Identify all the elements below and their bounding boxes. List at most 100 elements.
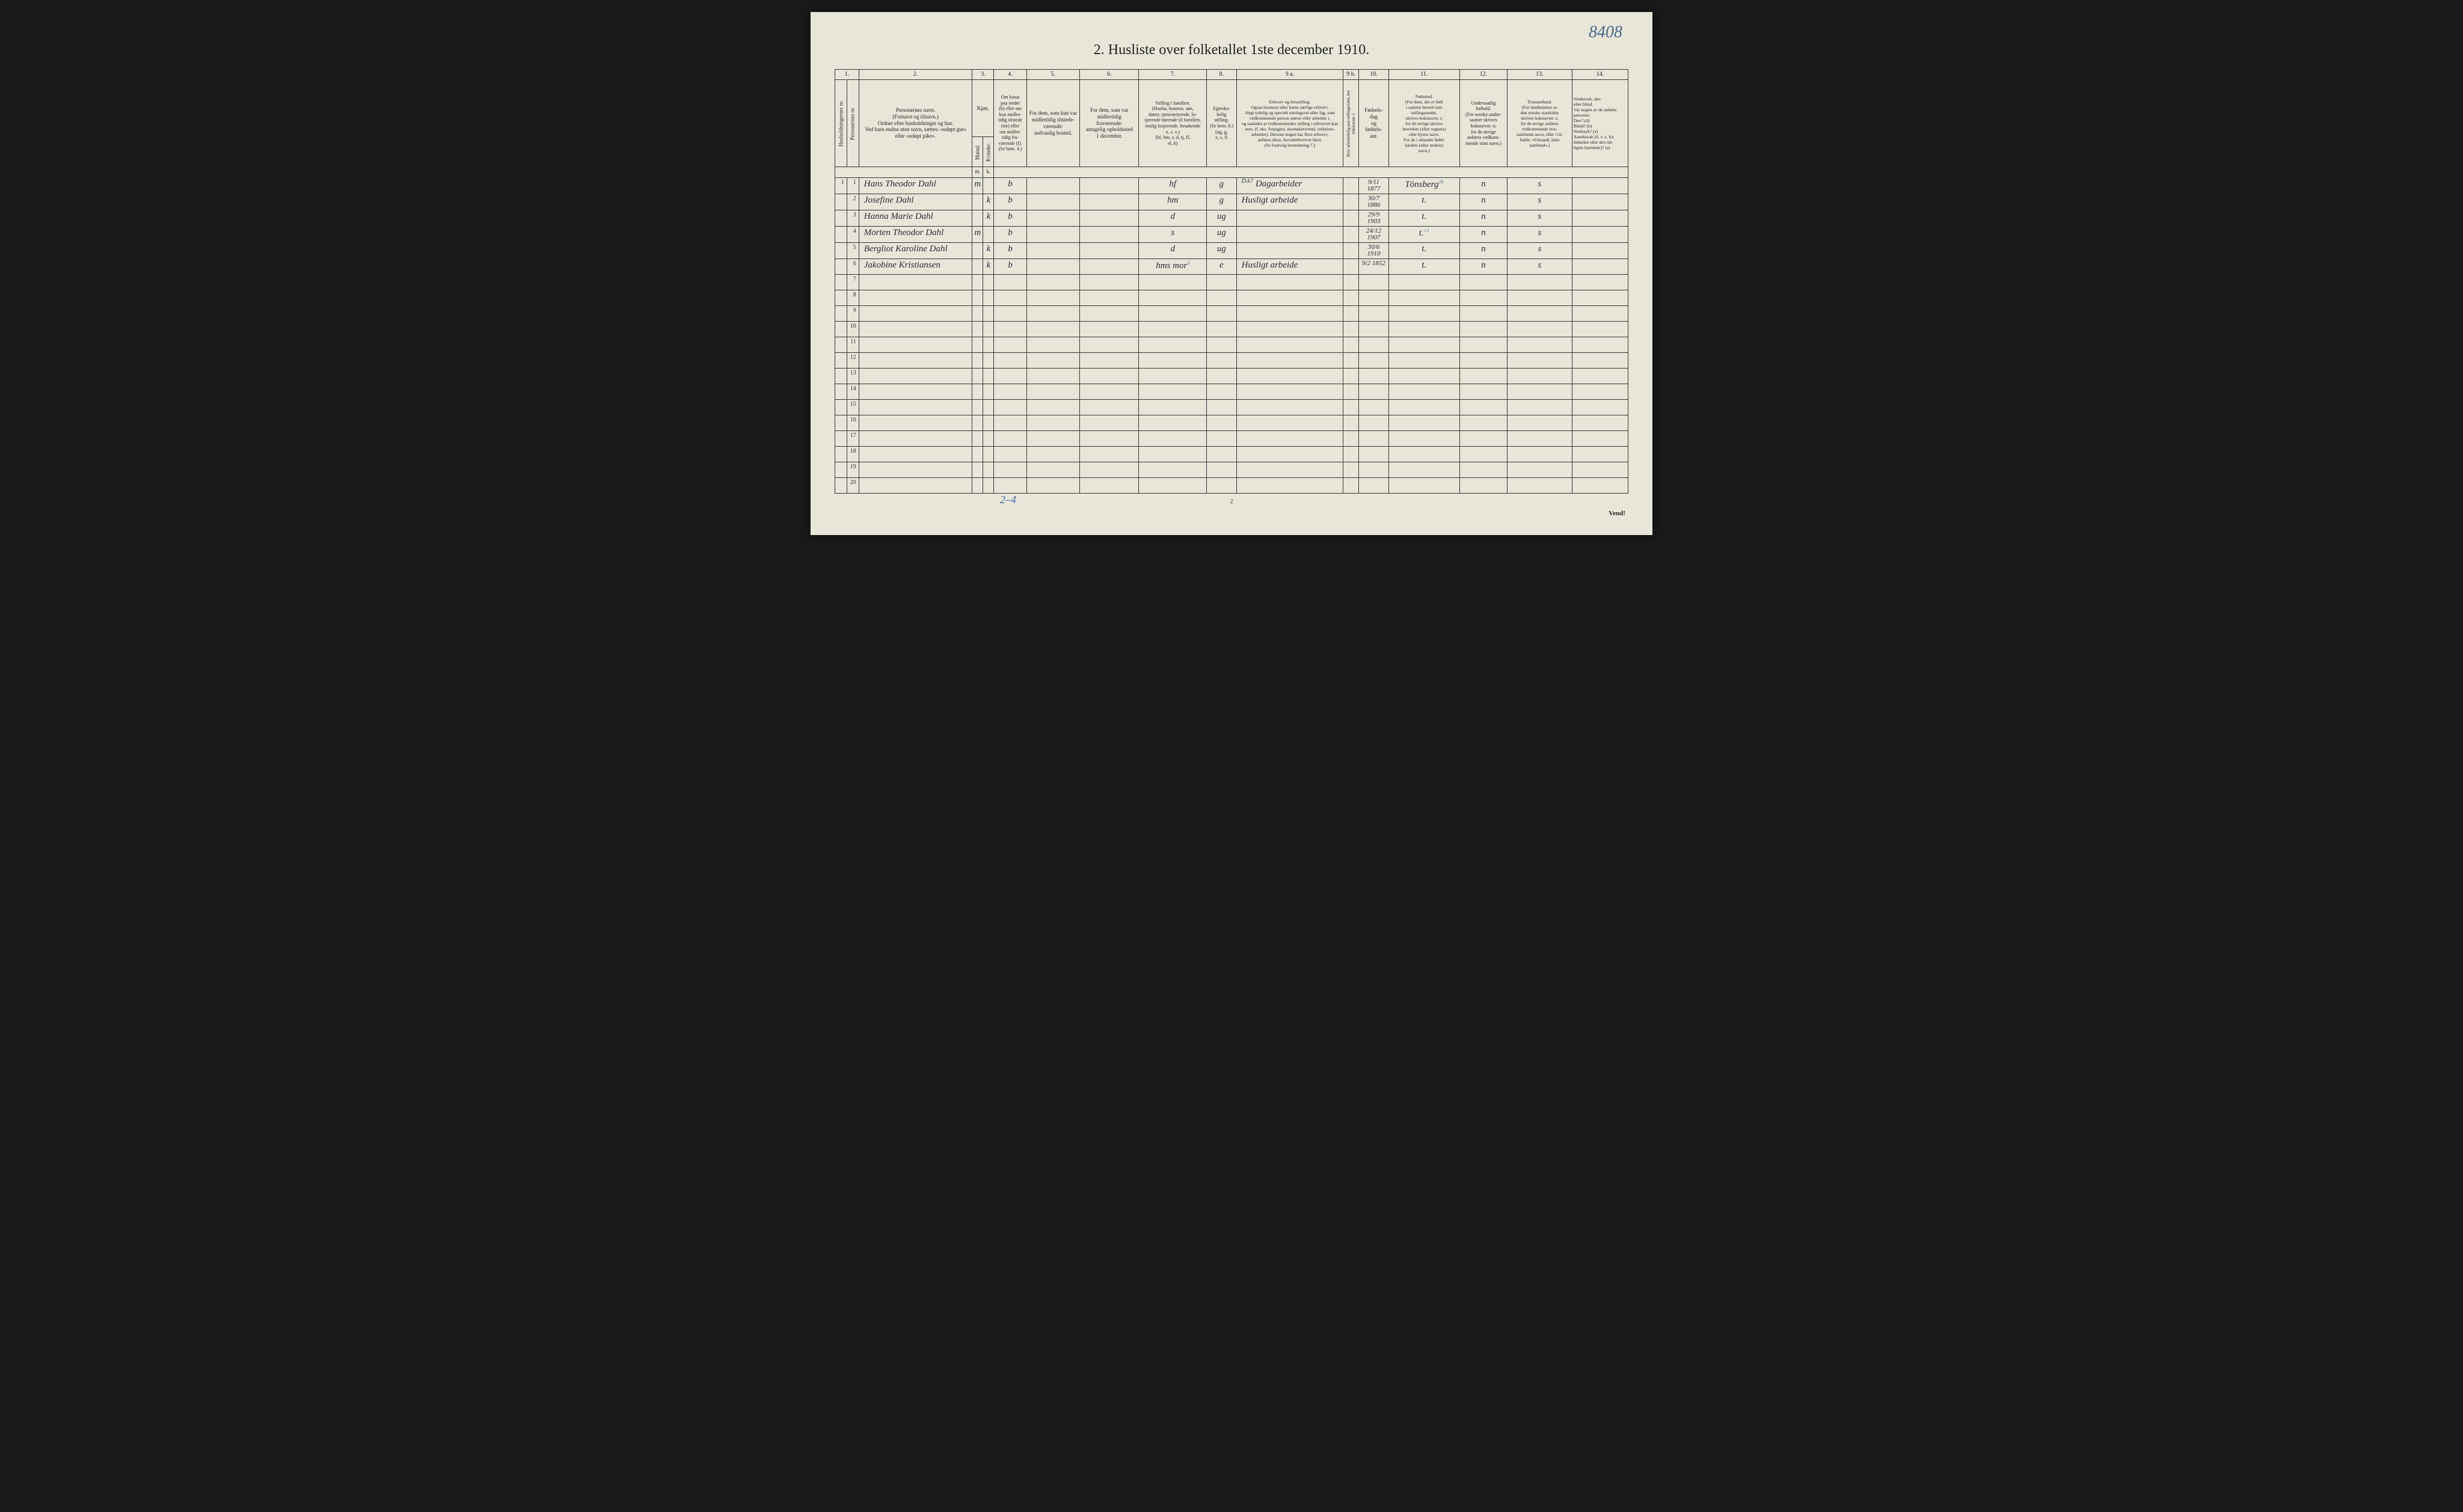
table-row: 11 [835,337,1628,353]
cell-family-pos [1139,431,1207,447]
cell-female [983,337,994,353]
cell-dob [1359,306,1389,322]
cell-unemployed [1343,275,1359,290]
cell-disability [1572,400,1628,415]
cell-temp-absent [1080,431,1139,447]
cell-dob: 9/2 1852 [1359,259,1389,275]
cell-religion: s [1507,210,1572,227]
table-row: 7 [835,275,1628,290]
cell-occupation [1236,353,1343,369]
cell-temp-absent [1080,400,1139,415]
cell-temp-present [1026,415,1079,431]
header-temp-absent: For dem, som var midlertidig fraværende:… [1080,80,1139,167]
cell-unemployed [1343,415,1359,431]
cell-unemployed [1343,306,1359,322]
cell-religion [1507,384,1572,400]
cell-family-pos [1139,290,1207,306]
cell-family-pos: s [1139,227,1207,243]
cell-person-nr: 20 [847,478,859,494]
cell-disability [1572,415,1628,431]
cell-household [835,337,847,353]
cell-marital: ug [1207,243,1236,259]
cell-nationality: n [1460,178,1508,194]
cell-disability [1572,243,1628,259]
header-unemployed: Hvis arbeidsledig paa tællingstiden, her… [1343,80,1359,167]
colnum-9a: 9 a. [1236,70,1343,80]
cell-birthplace [1388,337,1459,353]
cell-marital: e [1207,259,1236,275]
cell-birthplace [1388,384,1459,400]
cell-female [983,478,994,494]
cell-dob [1359,415,1389,431]
cell-disability [1572,194,1628,210]
header-row: Husholdningernes nr. Personernes nr. Per… [835,80,1628,137]
cell-birthplace [1388,306,1459,322]
cell-person-nr: 1 [847,178,859,194]
cell-family-pos [1139,400,1207,415]
cell-name [859,275,972,290]
cell-disability [1572,227,1628,243]
cell-marital: g [1207,194,1236,210]
cell-marital: g [1207,178,1236,194]
cell-birthplace [1388,447,1459,462]
colnum-8: 8. [1207,70,1236,80]
cell-person-nr: 6 [847,259,859,275]
cell-temp-absent [1080,275,1139,290]
cell-religion [1507,462,1572,478]
cell-person-nr: 14 [847,384,859,400]
cell-temp-absent [1080,194,1139,210]
cell-occupation [1236,478,1343,494]
cell-family-pos [1139,306,1207,322]
header-disability: Sindssvak, døv eller blind. Var nogen av… [1572,80,1628,167]
colnum-2: 2. [859,70,972,80]
cell-dob [1359,447,1389,462]
cell-unemployed [1343,290,1359,306]
cell-person-nr: 12 [847,353,859,369]
cell-family-pos [1139,415,1207,431]
cell-religion [1507,275,1572,290]
cell-disability [1572,369,1628,384]
cell-temp-present [1026,290,1079,306]
cell-marital [1207,447,1236,462]
table-row: 16 [835,415,1628,431]
cell-disability [1572,290,1628,306]
cell-nationality [1460,306,1508,322]
cell-occupation: Husligt arbeide [1236,194,1343,210]
cell-male [972,478,983,494]
cell-temp-absent [1080,210,1139,227]
cell-residence: b [994,259,1026,275]
cell-residence [994,369,1026,384]
cell-name [859,290,972,306]
cell-temp-present [1026,478,1079,494]
cell-family-pos: d [1139,210,1207,227]
cell-person-nr: 9 [847,306,859,322]
colnum-11: 11. [1388,70,1459,80]
cell-person-nr: 16 [847,415,859,431]
cell-residence: b [994,227,1026,243]
cell-name [859,478,972,494]
cell-male [972,306,983,322]
colnum-13: 13. [1507,70,1572,80]
header-dob: Fødsels- dag og fødsels- aar. [1359,80,1389,167]
cell-residence: b [994,194,1026,210]
cell-marital [1207,462,1236,478]
table-row: 3 Hanna Marie Dahl k b d ug 29/9 1903 t.… [835,210,1628,227]
cell-occupation [1236,275,1343,290]
cell-name: Morten Theodor Dahl [859,227,972,243]
cell-female [983,322,994,337]
cell-marital [1207,290,1236,306]
cell-household [835,353,847,369]
cell-residence [994,275,1026,290]
cell-unemployed [1343,353,1359,369]
colnum-7: 7. [1139,70,1207,80]
cell-temp-present [1026,194,1079,210]
cell-disability [1572,478,1628,494]
subheader-k: k. [983,167,994,178]
cell-dob [1359,353,1389,369]
cell-name: Josefine Dahl [859,194,972,210]
table-row: 1 1 Hans Theodor Dahl m b hf g D.k?Dagar… [835,178,1628,194]
cell-male [972,194,983,210]
cell-male [972,447,983,462]
cell-marital [1207,478,1236,494]
cell-dob [1359,290,1389,306]
